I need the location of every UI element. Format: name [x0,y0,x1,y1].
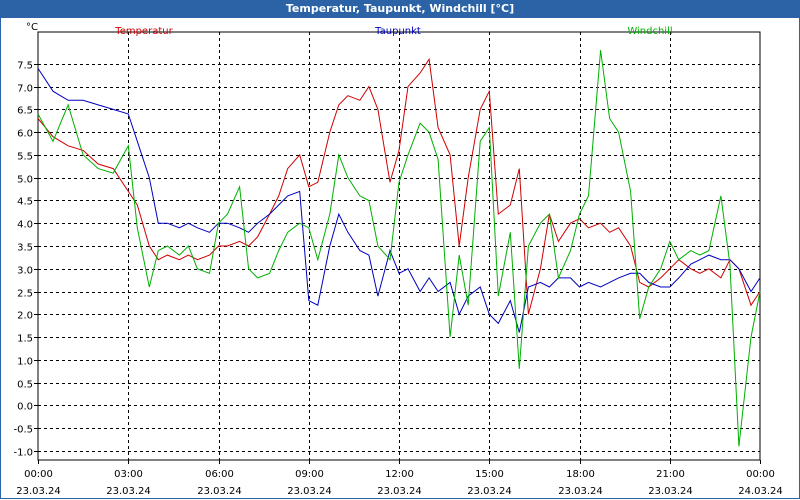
y-tick-label: -1.0 [13,448,33,459]
y-tick-label: 3.0 [17,266,33,277]
legend: Temperatur Taupunkt Windchill [114,26,672,37]
legend-temperatur: Temperatur [114,26,173,37]
series-line-temperatur [37,57,761,315]
x-tick-time: 18:00 [566,469,595,480]
x-tick-date: 23.03.24 [648,486,693,497]
y-tick-label: 1.5 [17,334,33,345]
tick-labels: -1.0 -0.5 0.0 0.5 1.0 1.5 2.0 2.5 3.0 3.5 4.0 4.5 5.… [13,61,782,498]
series-line-windchill [37,50,761,447]
y-tick-label: 6.5 [17,106,33,117]
x-tick-time: 09:00 [295,469,324,480]
x-tick-date: 23.03.24 [197,486,242,497]
series-line-taupunkt [37,68,761,333]
x-tick-time: 15:00 [475,469,504,480]
y-tick-label: -0.5 [13,425,33,436]
x-tick-date: 23.03.24 [106,486,151,497]
window-title: Temperatur, Taupunkt, Windchill [°C] [0,0,800,18]
y-tick-label: 0.0 [17,402,33,413]
x-tick-date: 23.03.24 [467,486,512,497]
y-tick-label: 2.0 [17,311,33,322]
x-tick-time: 12:00 [385,469,414,480]
x-tick-date: 23.03.24 [377,486,422,497]
chart-plot: -1.0 -0.5 0.0 0.5 1.0 1.5 2.0 2.5 3.0 3.5 4.0 4.5 5.… [13,22,782,498]
x-tick-time: 00:00 [24,469,53,480]
x-tick-time: 00:00 [746,469,775,480]
y-tick-label: 0.5 [17,380,33,391]
x-tick-date: 23.03.24 [16,486,61,497]
y-tick-label: 5.0 [17,175,33,186]
x-tick-time: 03:00 [114,469,143,480]
x-tick-date: 24.03.24 [738,486,783,497]
x-tick-time: 06:00 [205,469,234,480]
x-tick-date: 23.03.24 [287,486,332,497]
y-tick-label: 7.0 [17,84,33,95]
y-tick-label: 3.5 [17,243,33,254]
y-tick-label: 2.5 [17,289,33,300]
legend-taupunkt: Taupunkt [374,26,421,37]
y-tick-label: 6.0 [17,129,33,140]
x-tick-date: 23.03.24 [558,486,603,497]
x-tick-time: 21:00 [656,469,685,480]
series-lines [37,50,761,447]
legend-windchill: Windchill [627,26,672,37]
y-tick-label: 4.0 [17,220,33,231]
y-tick-label: 1.0 [17,357,33,368]
y-axis-label: °C [26,22,38,33]
y-tick-label: 4.5 [17,197,33,208]
y-tick-label: 5.5 [17,152,33,163]
grid-lines [34,32,761,464]
y-tick-label: 7.5 [17,61,33,72]
